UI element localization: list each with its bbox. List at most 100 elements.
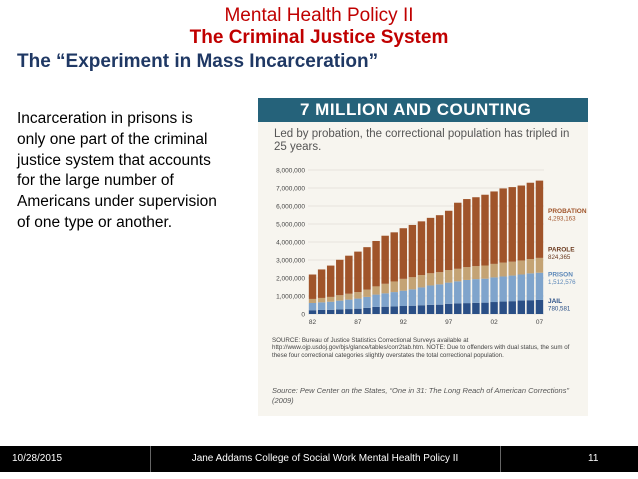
bar-jail	[372, 306, 380, 314]
bar-parole	[517, 260, 526, 275]
bar-probation	[454, 202, 462, 269]
bar-prison	[499, 276, 507, 302]
bar-jail	[508, 301, 516, 314]
bar-probation	[463, 199, 471, 268]
bar-jail	[354, 308, 362, 314]
bar-parole	[326, 296, 335, 302]
bar-jail	[535, 299, 544, 314]
y-tick-label: 2,000,000	[276, 276, 305, 283]
footer-bar: 10/28/2015 Jane Addams College of Social…	[0, 446, 638, 472]
bar-prison	[535, 272, 544, 300]
bar-probation	[381, 235, 389, 284]
bar-probation	[535, 180, 544, 258]
bar-parole	[472, 266, 480, 280]
bar-jail	[390, 306, 398, 314]
y-tick-label: 4,000,000	[276, 240, 305, 247]
body-text: Incarceration in prisons is only one par…	[17, 110, 217, 231]
x-tick-label: 92	[400, 319, 408, 326]
bar-parole	[363, 289, 371, 297]
bar-probation	[336, 259, 344, 296]
bar-prison	[426, 285, 435, 305]
bar-prison	[372, 294, 380, 307]
bar-probation	[390, 232, 398, 282]
x-tick-label: 82	[309, 319, 317, 326]
bar-parole	[308, 298, 317, 303]
bar-prison	[326, 301, 335, 310]
bar-prison	[517, 274, 526, 301]
bar-prison	[472, 279, 480, 303]
chart-figure: 7 MILLION AND COUNTING Led by probation,…	[258, 98, 588, 416]
stacked-bar-chart: 0 1,000,000 2,000,000 3,000,000 4,000,000 5,0…	[276, 168, 587, 327]
slide-title-section: The Criminal Justice System	[189, 27, 449, 48]
x-tick-label: 87	[354, 319, 362, 326]
legend-label: PROBATION	[548, 208, 587, 215]
bar-parole	[508, 261, 516, 276]
bar-prison	[381, 293, 389, 307]
bar-jail	[490, 302, 498, 314]
y-tick-label: 5,000,000	[276, 222, 305, 229]
bar-parole	[354, 292, 362, 299]
bar-prison	[435, 284, 444, 305]
page-number: 11	[588, 453, 599, 464]
bar-prison	[363, 296, 371, 308]
bar-parole	[535, 257, 544, 273]
bar-jail	[481, 302, 489, 314]
slide-subtitle: The “Experiment in Mass Incarceration”	[17, 51, 379, 72]
bar-probation	[490, 191, 498, 264]
bar-probation	[308, 274, 317, 299]
bar-parole	[490, 263, 498, 278]
bar-jail	[345, 309, 353, 314]
bar-probation	[417, 221, 426, 276]
bar-probation	[345, 255, 353, 294]
footer-divider	[500, 446, 501, 472]
bar-parole	[417, 275, 426, 288]
bar-jail	[399, 306, 408, 314]
bar-parole	[499, 262, 507, 277]
y-tick-label: 8,000,000	[276, 168, 305, 175]
bar-parole	[381, 283, 389, 294]
bar-parole	[481, 265, 489, 279]
bar-prison	[481, 278, 489, 303]
bar-prison	[454, 281, 462, 304]
bar-probation	[435, 215, 444, 273]
bar-parole	[435, 272, 444, 285]
bar-parole	[336, 295, 344, 301]
bar-probation	[426, 217, 435, 274]
bar-parole	[463, 267, 471, 280]
x-tick-label: 97	[445, 319, 453, 326]
y-tick-label: 6,000,000	[276, 204, 305, 211]
y-tick-label: 3,000,000	[276, 258, 305, 265]
bar-probation	[481, 194, 489, 266]
x-tick-label: 07	[536, 319, 544, 326]
bar-jail	[408, 305, 417, 314]
chart-note: SOURCE: Bureau of Justice Statistics Cor…	[272, 337, 570, 359]
chart-header-bar: 7 MILLION AND COUNTING	[258, 98, 588, 122]
bar-jail	[517, 300, 526, 314]
bar-parole	[317, 297, 326, 303]
chart-source: Source: Pew Center on the States, “One i…	[272, 386, 569, 405]
bar-probation	[326, 265, 335, 297]
legend-label: PAROLE	[548, 246, 575, 253]
bar-probation	[472, 197, 480, 267]
bar-prison	[308, 302, 317, 311]
bar-prison	[390, 292, 398, 307]
bar-prison	[336, 300, 344, 310]
bar-prison	[463, 279, 471, 304]
bar-probation	[499, 188, 507, 263]
bar-jail	[381, 306, 389, 314]
bar-prison	[354, 298, 362, 309]
bar-jail	[426, 304, 435, 314]
bar-jail	[326, 309, 335, 314]
bar-parole	[345, 293, 353, 300]
footer-title: Jane Addams College of Social Work Menta…	[191, 453, 459, 464]
bar-prison	[508, 275, 516, 302]
x-tick-label: 02	[490, 319, 498, 326]
bar-prison	[408, 289, 417, 306]
bar-jail	[472, 302, 480, 314]
y-tick-label: 1,000,000	[276, 294, 305, 301]
bar-probation	[444, 210, 453, 271]
bar-jail	[308, 310, 317, 314]
bar-jail	[454, 303, 462, 314]
bar-prison	[444, 282, 453, 304]
bar-parole	[444, 270, 453, 283]
